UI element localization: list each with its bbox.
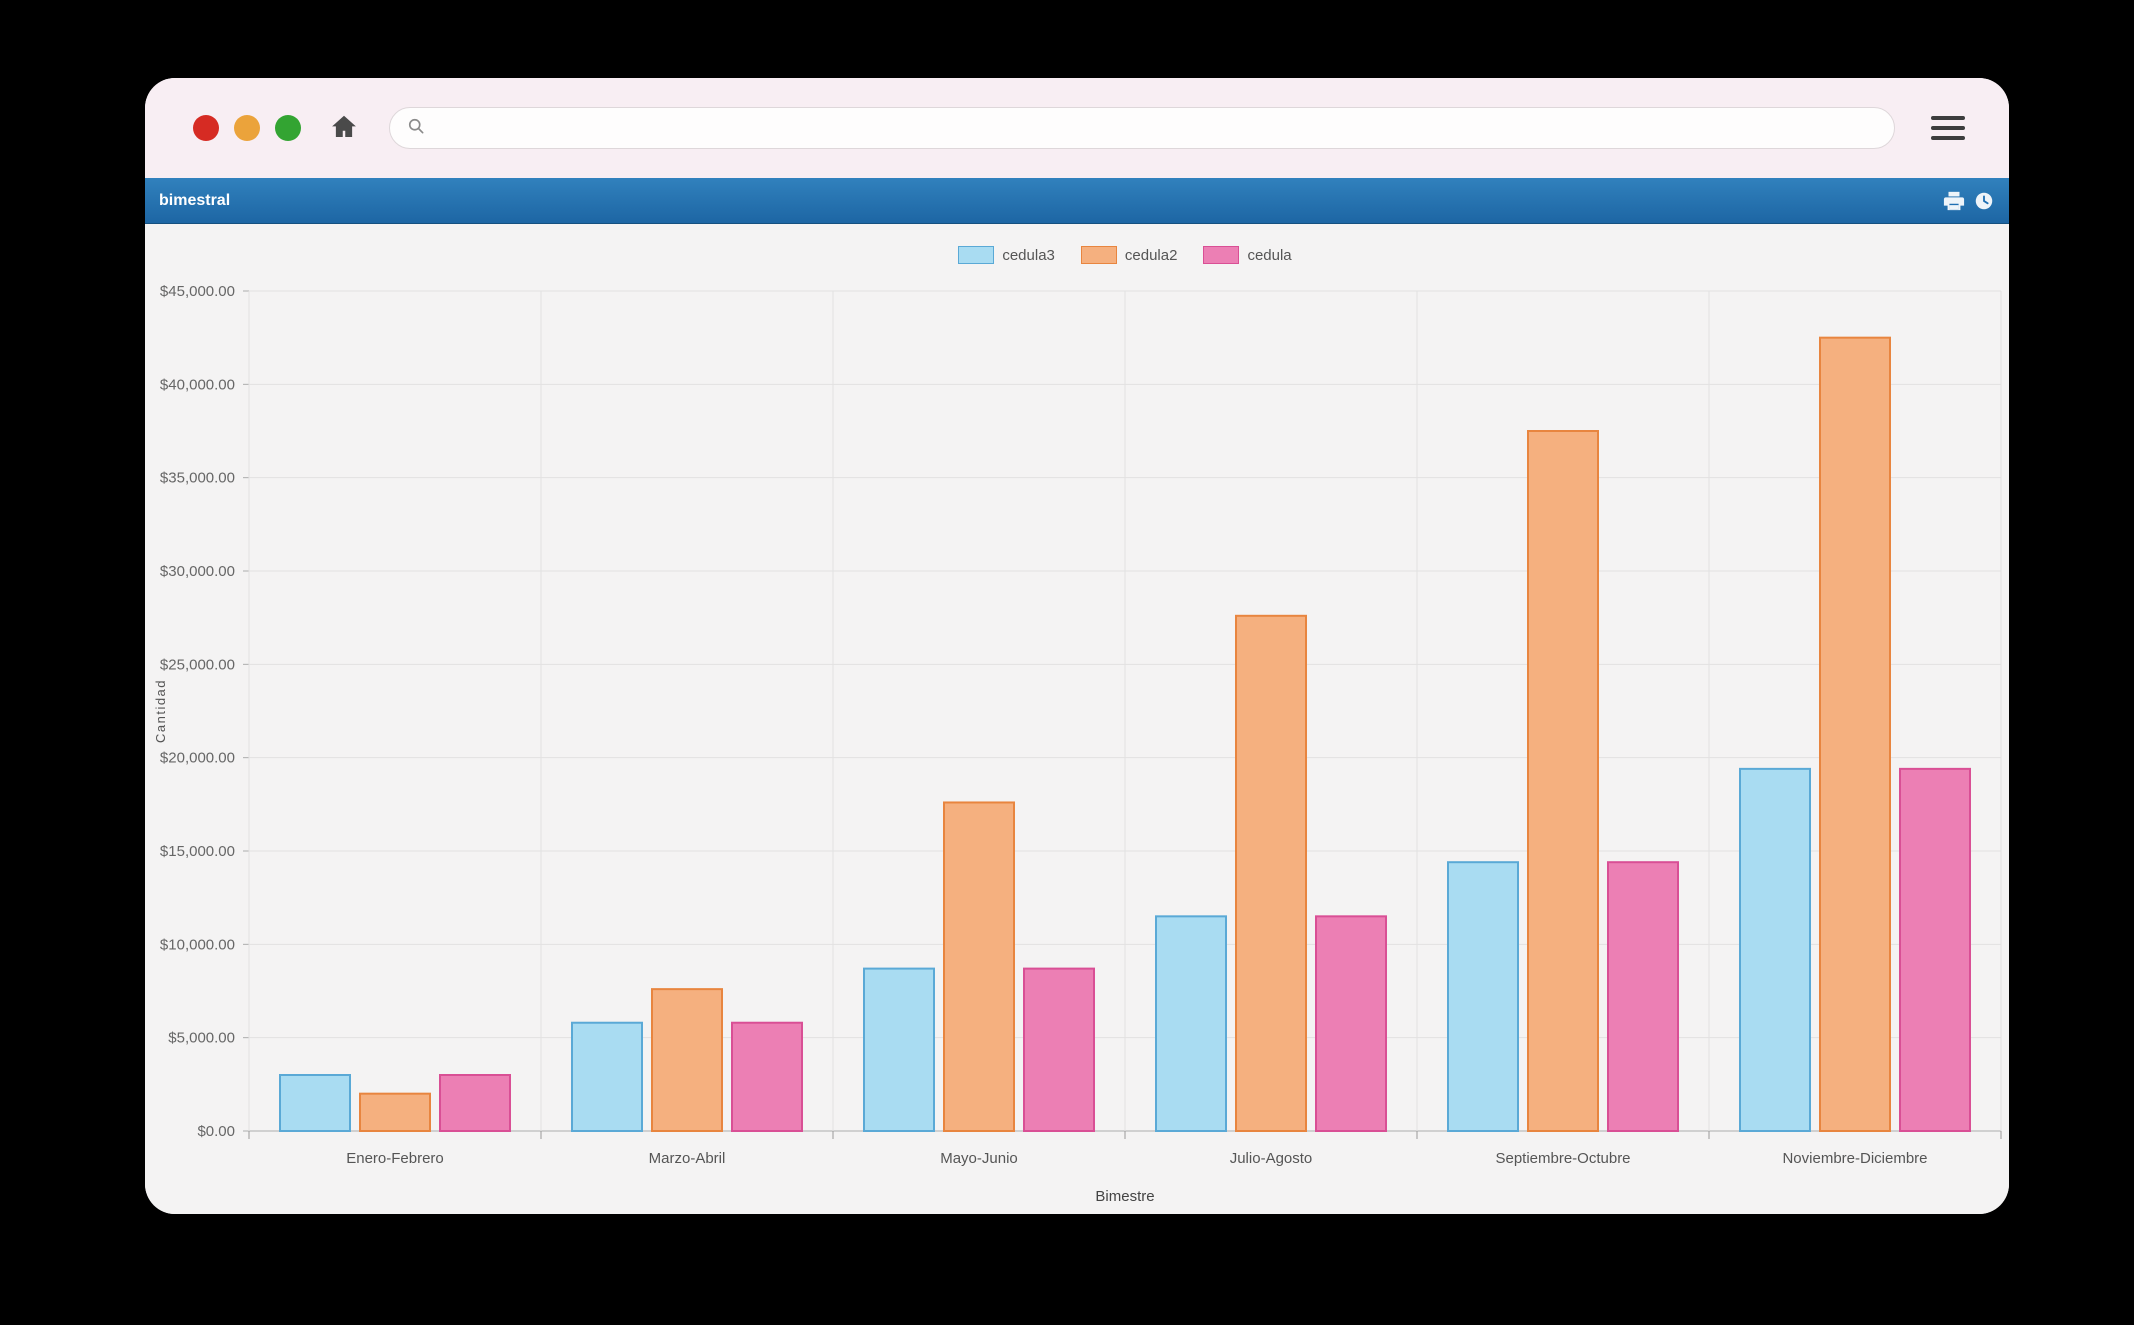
legend-item-cedula3[interactable]: cedula3 [958,246,1055,264]
y-axis-tick-label: $30,000.00 [160,563,235,580]
bar-cedula3[interactable] [279,1074,351,1132]
y-axis-title: Cantidad [153,679,168,743]
bar-cedula2[interactable] [651,988,723,1133]
y-axis-tick-label: $45,000.00 [160,283,235,300]
bar-cedula[interactable] [1899,767,1971,1132]
search-icon [406,116,426,141]
chart-area: cedula3 cedula2 cedula $0.00 $5,000.00 $10,0… [145,224,2009,1214]
bar-cedula3[interactable] [571,1021,643,1133]
close-window-button[interactable] [193,115,219,141]
y-axis-tick-label: $10,000.00 [160,936,235,953]
x-axis-title: Bimestre [1095,1188,1154,1205]
bar-cedula2[interactable] [1527,430,1599,1132]
browser-toolbar [145,78,2009,178]
bar-cedula3[interactable] [863,967,935,1132]
bar-cedula2[interactable] [943,801,1015,1132]
x-axis-tick-label: Marzo-Abril [649,1150,726,1167]
app-header: bimestral [145,178,2009,224]
y-axis-tick-label: $20,000.00 [160,750,235,767]
bar-cedula2[interactable] [1235,614,1307,1132]
page-title: bimestral [159,191,231,209]
home-icon [329,112,359,145]
y-axis-tick-label: $35,000.00 [160,470,235,487]
y-axis-tick-label: $5,000.00 [168,1030,235,1047]
browser-window: bimestral cedula3 cedula2 cedula $0.00 $5,0… [145,78,2009,1214]
bar-cedula2[interactable] [359,1092,431,1133]
y-axis-tick-label: $40,000.00 [160,376,235,393]
x-axis-tick-label: Julio-Agosto [1230,1150,1313,1167]
hamburger-menu-button[interactable] [1931,116,1965,140]
bar-cedula[interactable] [1023,967,1095,1132]
zoom-window-button[interactable] [275,115,301,141]
x-axis-tick-label: Enero-Febrero [346,1150,444,1167]
legend-label: cedula2 [1124,246,1178,264]
legend-item-cedula2[interactable]: cedula2 [1080,246,1178,264]
legend-swatch [1203,246,1240,264]
header-icons [1943,190,1995,212]
bar-cedula3[interactable] [1739,767,1811,1132]
clock-icon[interactable] [1973,190,1995,212]
bar-cedula2[interactable] [1819,336,1891,1132]
bar-cedula[interactable] [439,1074,511,1132]
legend-swatch [958,246,995,264]
address-input[interactable] [436,119,1878,137]
bar-cedula3[interactable] [1447,861,1519,1132]
legend-swatch [1080,246,1117,264]
hamburger-menu-icon [1931,116,1965,120]
bar-cedula[interactable] [1315,915,1387,1132]
bar-cedula[interactable] [731,1021,803,1133]
x-axis-tick-label: Septiembre-Octubre [1495,1150,1630,1167]
legend-item-cedula[interactable]: cedula [1203,246,1292,264]
x-axis-tick-label: Mayo-Junio [940,1150,1018,1167]
legend-label: cedula [1247,246,1292,264]
home-button[interactable] [329,112,359,145]
y-axis-tick-label: $15,000.00 [160,843,235,860]
legend-label: cedula3 [1002,246,1055,264]
bar-cedula[interactable] [1607,861,1679,1132]
y-axis-tick-label: $25,000.00 [160,656,235,673]
chart-legend: cedula3 cedula2 cedula [249,246,2001,264]
print-icon[interactable] [1943,190,1965,212]
bar-chart: $0.00 $5,000.00 $10,000.00 $15,000.00 $20,00… [153,283,2002,1205]
x-axis-tick-label: Noviembre-Diciembre [1782,1150,1927,1167]
minimize-window-button[interactable] [234,115,260,141]
traffic-lights [193,115,301,141]
address-bar[interactable] [389,107,1895,149]
bar-cedula3[interactable] [1155,915,1227,1132]
y-axis-tick-label: $0.00 [197,1123,235,1140]
